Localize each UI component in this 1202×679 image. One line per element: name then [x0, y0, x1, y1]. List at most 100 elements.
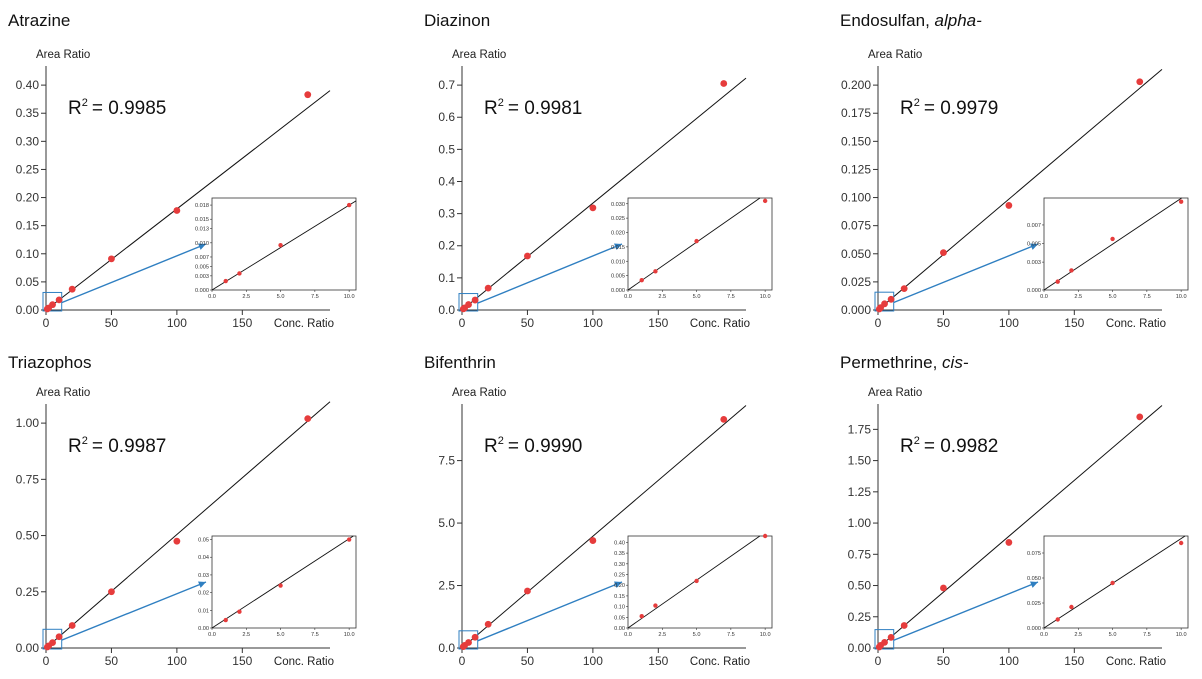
inset-data-point — [223, 617, 228, 623]
chart-title: Permethrine, cis- — [840, 353, 969, 372]
y-tick-label: 0.050 — [841, 247, 871, 261]
y-tick-label: 2.5 — [438, 579, 455, 593]
data-point — [900, 285, 908, 293]
inset-y-tick-label: 0.02 — [198, 591, 209, 597]
inset-y-tick-label: 0.000 — [611, 288, 625, 294]
r2-superscript: 2 — [498, 435, 504, 447]
data-point — [484, 620, 492, 628]
data-point — [465, 301, 472, 308]
zoom-arrow-line — [61, 243, 207, 304]
y-tick-label: 0.75 — [16, 472, 40, 486]
chart-svg: Bifenthrin Area Ratio 0.0 2.5 5.0 7.5 0 50 100 15… — [424, 353, 773, 668]
chart-title-main: Bifenthrin — [424, 353, 496, 372]
data-point — [1136, 413, 1144, 421]
y-tick-label: 0.1 — [438, 271, 455, 285]
r2-value: = 0.9979 — [924, 98, 999, 119]
x-axis-label: Conc. Ratio — [274, 656, 334, 668]
chart-panel: Permethrine, cis- Area Ratio 0.00 0.25 0.50 0… — [832, 342, 1202, 679]
inset-y-tick-label: 0.05 — [614, 615, 625, 621]
data-point — [524, 252, 531, 260]
y-axis-label: Area Ratio — [868, 387, 922, 399]
y-tick-label: 0.3 — [438, 207, 455, 221]
y-tick-label: 0.00 — [16, 303, 40, 317]
data-point — [1005, 539, 1013, 546]
r2-superscript: 2 — [82, 435, 88, 447]
y-tick-label: 0.6 — [438, 110, 455, 124]
data-point — [108, 255, 115, 263]
inset-x-tick-label: 5.0 — [277, 632, 285, 638]
fit-line — [877, 68, 1163, 311]
data-point — [720, 80, 728, 87]
chart-panel: Endosulfan, alpha- Area Ratio 0.000 0.025 0.… — [832, 0, 1202, 337]
x-tick-label: 150 — [232, 316, 252, 330]
inset-y-tick-label: 0.35 — [614, 551, 625, 557]
x-tick-label: 100 — [583, 654, 603, 668]
y-tick-label: 0.100 — [841, 191, 871, 205]
r2-annotation: R2 = 0.9979 — [900, 97, 998, 119]
r2-annotation: R2 = 0.9982 — [900, 435, 998, 457]
inset-x-tick-label: 7.5 — [727, 632, 735, 638]
inset-x-tick-label: 7.5 — [1143, 294, 1151, 300]
data-point — [1005, 202, 1013, 209]
chart-title-main: Permethrine, — [840, 353, 942, 372]
r2-annotation: R2 = 0.9987 — [68, 435, 166, 457]
inset-x-tick-label: 7.5 — [311, 294, 319, 300]
x-tick-label: 50 — [937, 316, 951, 330]
y-tick-label: 0.125 — [841, 162, 871, 176]
inset-y-tick-label: 0.003 — [195, 274, 209, 280]
inset-x-tick-label: 2.5 — [1074, 294, 1082, 300]
y-tick-label: 0.25 — [16, 585, 40, 599]
data-point — [881, 638, 888, 646]
y-tick-label: 0.20 — [16, 191, 40, 205]
zoom-box — [42, 628, 63, 650]
y-tick-label: 0.05 — [16, 275, 40, 289]
x-tick-label: 0 — [459, 316, 466, 330]
y-tick-label: 0.50 — [848, 579, 872, 593]
inset-x-tick-label: 5.0 — [693, 294, 701, 300]
inset-x-tick-label: 10.0 — [1176, 294, 1187, 300]
inset-fit-line — [1043, 197, 1182, 291]
inset-data-point — [639, 278, 644, 283]
y-tick-label: 0.00 — [848, 641, 872, 655]
inset-y-tick-label: 0.000 — [1027, 626, 1041, 632]
x-tick-label: 150 — [1064, 654, 1084, 668]
inset-y-tick-label: 0.04 — [198, 555, 209, 561]
x-axis-label: Conc. Ratio — [1106, 318, 1166, 330]
fit-line — [461, 405, 747, 649]
inset-x-tick-label: 10.0 — [760, 632, 771, 638]
inset-fit-line — [627, 197, 761, 291]
inset-data-point — [346, 537, 352, 542]
zoom-arrow-line — [477, 581, 623, 642]
inset-y-tick-label: 0.015 — [611, 245, 625, 251]
x-tick-label: 50 — [937, 654, 951, 668]
inset-data-point — [237, 609, 242, 614]
x-tick-label: 0 — [43, 654, 50, 668]
inset-x-tick-label: 0.0 — [208, 632, 216, 638]
chart-title: Atrazine — [8, 11, 70, 30]
y-tick-label: 1.75 — [848, 422, 872, 436]
inset-y-tick-label: 0.010 — [611, 259, 625, 265]
chart-title-main: Endosulfan, — [840, 11, 935, 30]
inset-y-tick-label: 0.007 — [1027, 223, 1041, 229]
inset-x-tick-label: 7.5 — [727, 294, 735, 300]
zoom-box — [874, 291, 895, 312]
chart-svg: Diazinon Area Ratio 0.0 0.1 0.2 0.3 0.4 0.5 0.6 0… — [424, 11, 773, 330]
inset-y-tick-label: 0.015 — [195, 217, 209, 223]
zoom-arrowhead — [198, 243, 206, 250]
inset-y-tick-label: 0.005 — [1027, 242, 1041, 248]
inset-fit-line — [211, 535, 354, 629]
r2-superscript: 2 — [914, 435, 920, 447]
r2-superscript: 2 — [82, 97, 88, 109]
inset-y-tick-label: 0.15 — [614, 594, 625, 600]
inset-data-point — [223, 278, 228, 284]
data-point — [900, 622, 908, 629]
inset-x-tick-label: 5.0 — [1109, 632, 1117, 638]
x-tick-label: 0 — [43, 316, 50, 330]
zoom-arrow-line — [893, 581, 1039, 641]
r2-label: R — [68, 436, 82, 457]
r2-annotation: R2 = 0.9985 — [68, 97, 166, 119]
y-tick-label: 0.25 — [16, 162, 40, 176]
x-tick-label: 100 — [999, 316, 1019, 330]
